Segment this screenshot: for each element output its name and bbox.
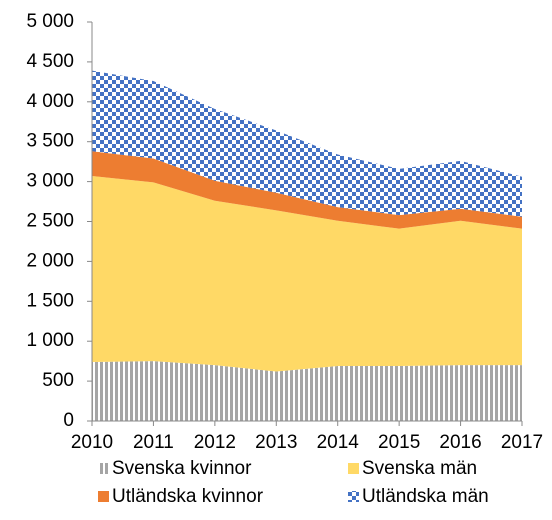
legend-swatch [98, 463, 109, 474]
y-tick-label: 5 000 [26, 11, 74, 32]
legend-label: Svenska män [362, 458, 477, 479]
y-tick-label: 4 500 [26, 51, 74, 72]
legend-label: Svenska kvinnor [112, 458, 252, 479]
legend-swatch [98, 491, 109, 502]
legend-swatch [348, 463, 359, 474]
y-tick-label: 4 000 [26, 91, 74, 112]
area [92, 361, 522, 421]
y-tick-label: 500 [42, 370, 74, 391]
y-tick-label: 3 500 [26, 131, 74, 152]
x-tick-label: 2011 [133, 432, 174, 453]
area [92, 176, 522, 372]
y-tick-label: 3 000 [26, 171, 74, 192]
x-tick-label: 2013 [255, 432, 297, 453]
y-tick-label: 1 000 [26, 330, 74, 351]
x-tick-label: 2010 [71, 432, 113, 453]
y-tick-label: 0 [63, 410, 74, 431]
x-tick-label: 2016 [439, 432, 481, 453]
x-tick-label: 2015 [378, 432, 420, 453]
y-tick-label: 2 500 [26, 211, 74, 232]
y-tick-label: 1 500 [26, 290, 74, 311]
area [92, 70, 522, 217]
legend-label: Utländska kvinnor [112, 486, 264, 507]
x-tick-label: 2017 [501, 432, 543, 453]
x-tick-label: 2012 [194, 432, 236, 453]
x-tick-label: 2014 [317, 432, 360, 453]
legend-swatch [348, 491, 359, 502]
legend-label: Utländska män [362, 486, 489, 507]
area [92, 151, 522, 229]
y-tick-label: 2 000 [26, 250, 74, 271]
